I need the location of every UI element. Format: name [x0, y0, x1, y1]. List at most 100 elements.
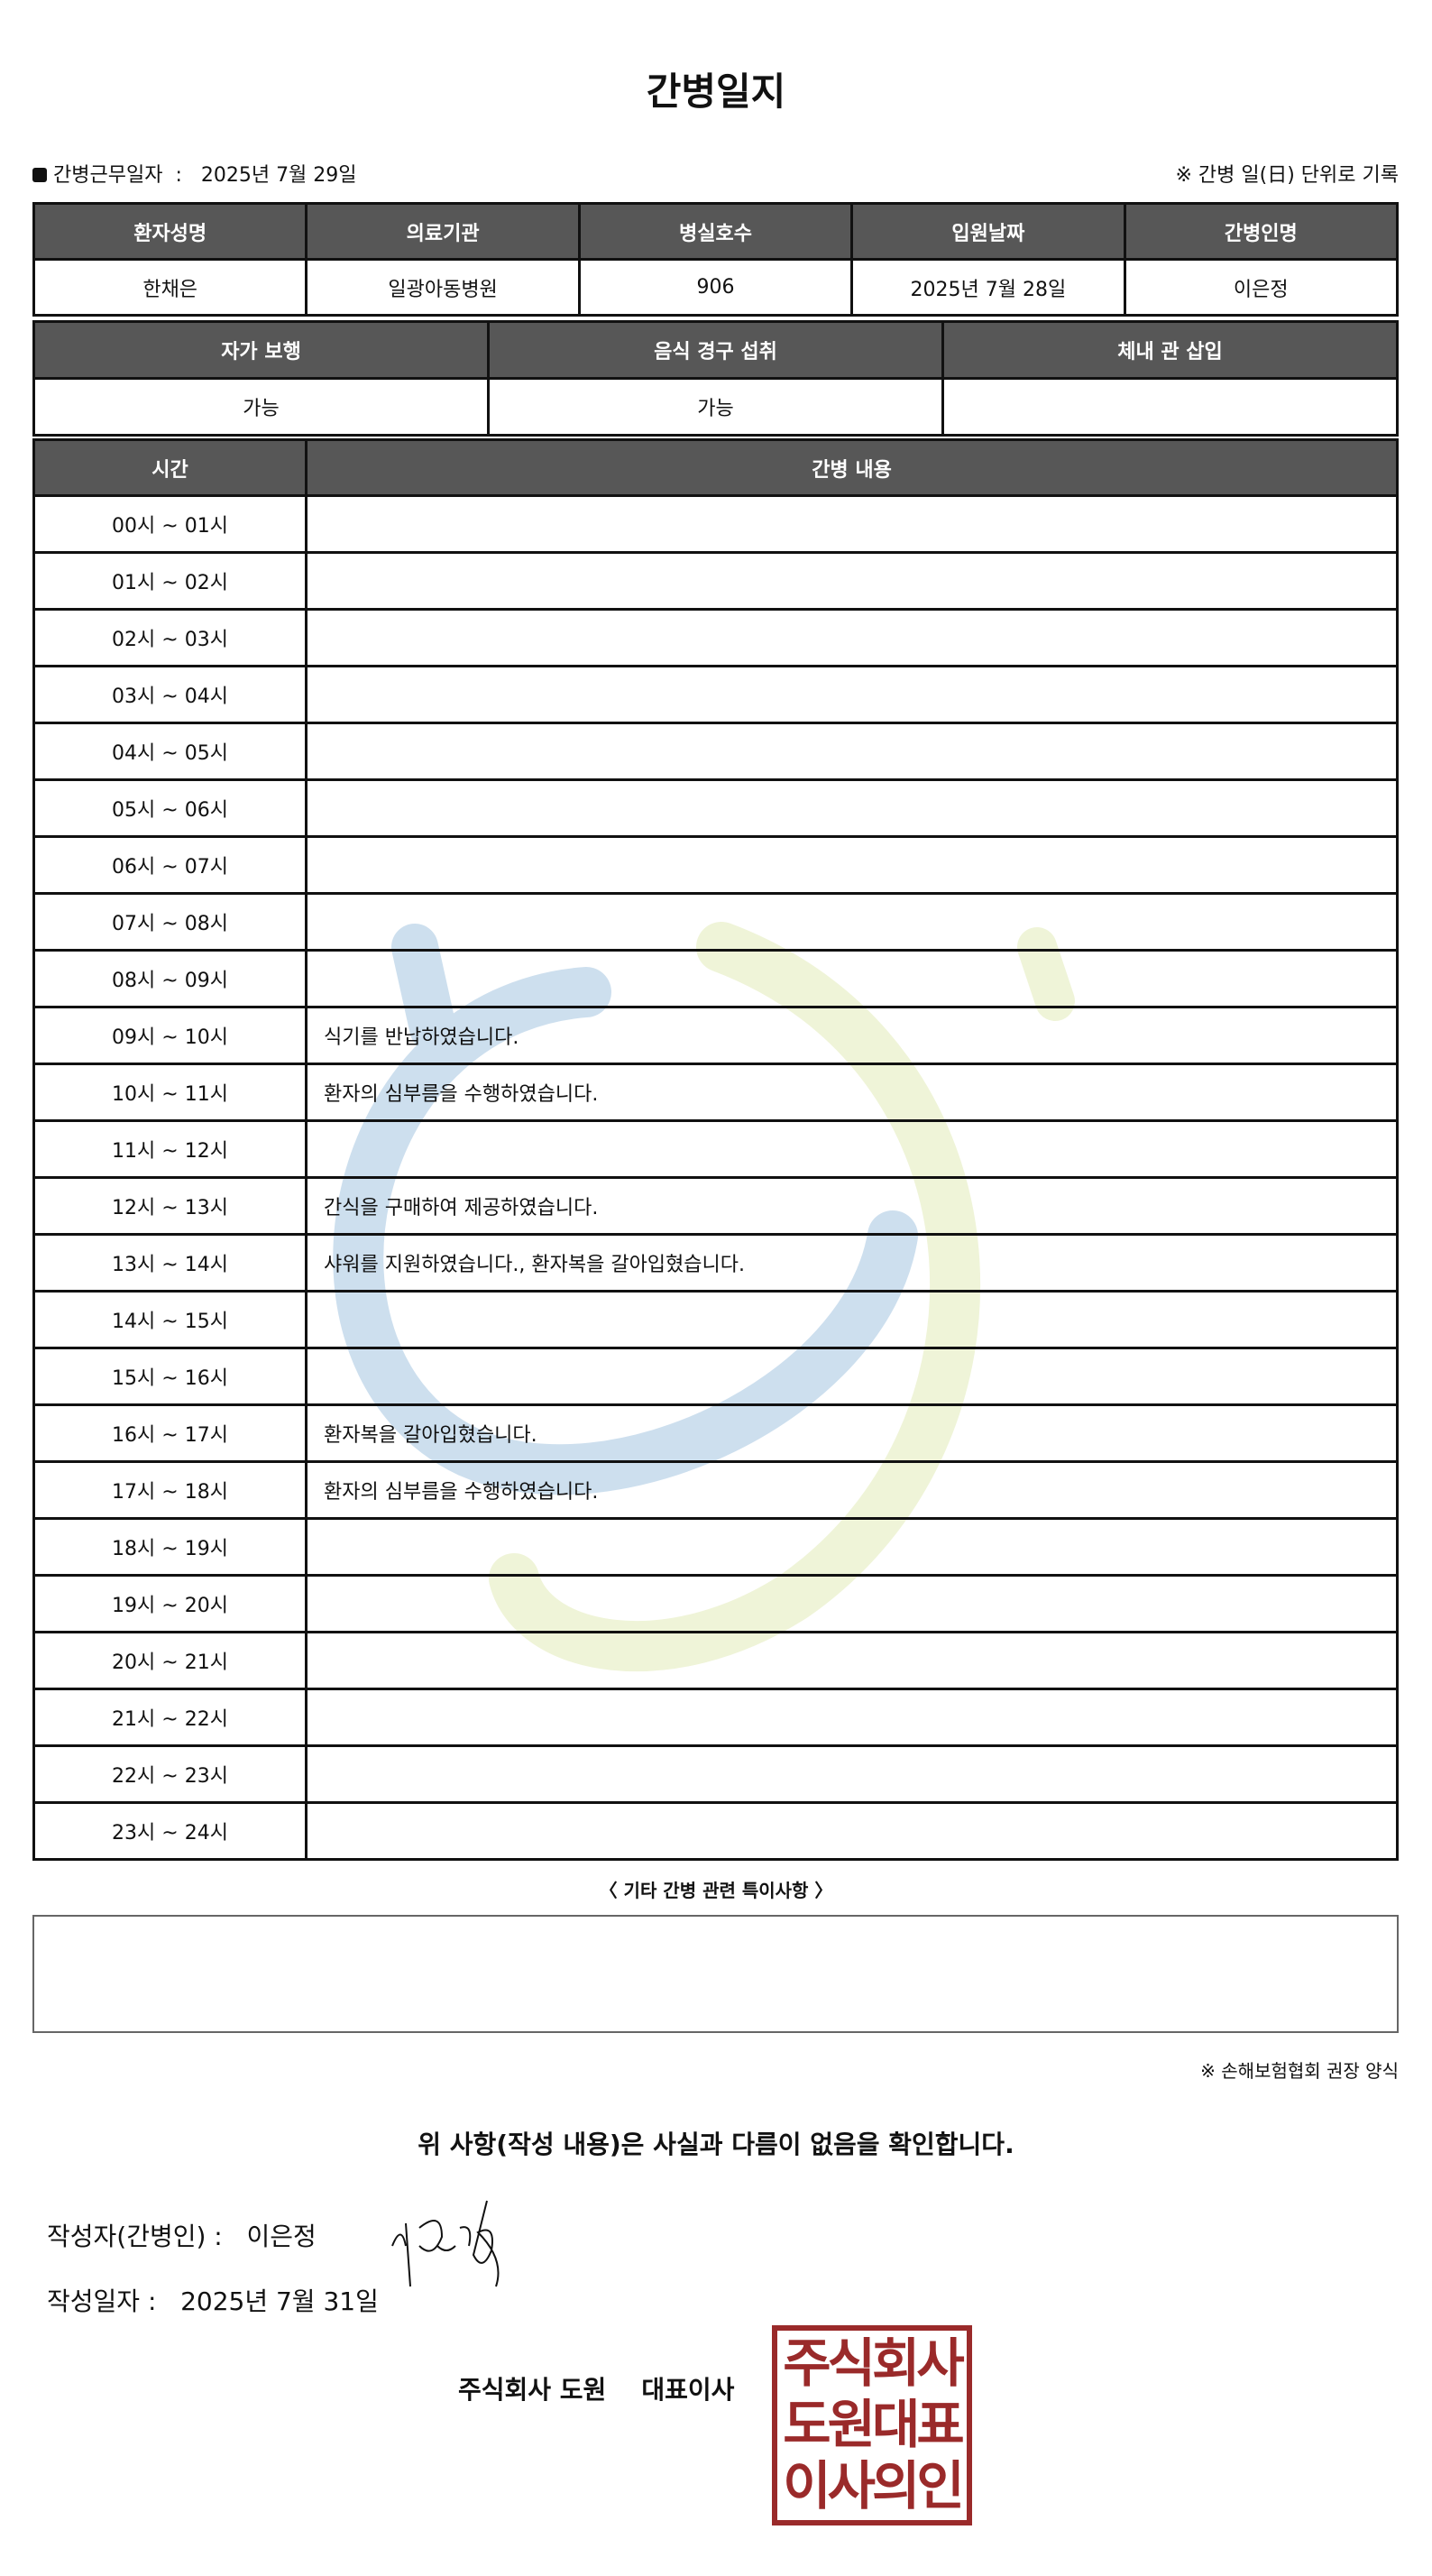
page-title: 간병일지	[646, 69, 786, 114]
admission-date: 2025년 7월 28일	[850, 258, 1126, 317]
log-content: 식기를 반납하였습니다.	[305, 1006, 1399, 1065]
log-row: 23시 ~ 24시	[32, 1801, 1399, 1861]
log-time: 10시 ~ 11시	[32, 1063, 308, 1122]
log-content	[305, 1574, 1399, 1633]
log-row: 06시 ~ 07시	[32, 835, 1399, 895]
log-content: 샤워를 지원하였습니다., 환자복을 갈아입혔습니다.	[305, 1233, 1399, 1293]
log-row: 03시 ~ 04시	[32, 665, 1399, 724]
log-time: 00시 ~ 01시	[32, 494, 308, 554]
log-content	[305, 892, 1399, 952]
company-name: 주식회사 도원	[458, 2375, 607, 2405]
log-row: 18시 ~ 19시	[32, 1517, 1399, 1577]
walking-value: 가능	[32, 377, 490, 437]
header-walking: 자가 보행	[32, 320, 490, 380]
log-row: 14시 ~ 15시	[32, 1290, 1399, 1349]
log-content: 간식을 구매하여 제공하였습니다.	[305, 1176, 1399, 1236]
log-time: 16시 ~ 17시	[32, 1403, 308, 1463]
writer-label: 작성자(간병인) :	[47, 2222, 223, 2251]
company-seal-stamp: 주식회사 도원대표 이사의인	[772, 2325, 972, 2525]
log-content	[305, 1517, 1399, 1577]
log-row: 20시 ~ 21시	[32, 1631, 1399, 1690]
log-time: 05시 ~ 06시	[32, 778, 308, 838]
log-time: 01시 ~ 02시	[32, 551, 308, 611]
bullet-icon	[32, 168, 47, 182]
writer-name: 이은정	[246, 2222, 317, 2251]
log-content: 환자복을 갈아입혔습니다.	[305, 1403, 1399, 1463]
log-time: 18시 ~ 19시	[32, 1517, 308, 1577]
oral-intake-value: 가능	[487, 377, 944, 437]
log-time: 06시 ~ 07시	[32, 835, 308, 895]
writer-line: 작성자(간병인) : 이은정	[47, 2217, 317, 2253]
header-content: 간병 내용	[305, 438, 1399, 497]
log-row: 11시 ~ 12시	[32, 1119, 1399, 1179]
record-note: ※ 간병 일(日) 단위로 기록	[1175, 164, 1400, 187]
log-time: 22시 ~ 23시	[32, 1744, 308, 1804]
log-time: 23시 ~ 24시	[32, 1801, 308, 1861]
log-row: 15시 ~ 16시	[32, 1347, 1399, 1406]
log-row: 22시 ~ 23시	[32, 1744, 1399, 1804]
log-row: 12시 ~ 13시 간식을 구매하여 제공하였습니다.	[32, 1176, 1399, 1236]
log-time: 21시 ~ 22시	[32, 1688, 308, 1747]
written-date: 2025년 7월 31일	[180, 2286, 379, 2316]
patient-info-table: 환자성명 의료기관 병실호수 입원날짜 간병인명 한채은 일광아동병원 906 2025년 7…	[32, 202, 1400, 317]
ceo-title: 대표이사	[641, 2375, 735, 2405]
log-row: 19시 ~ 20시	[32, 1574, 1399, 1633]
work-date: 간병근무일자 : 2025년 7월 29일	[32, 159, 357, 188]
log-content	[305, 1744, 1399, 1804]
patient-status-table: 자가 보행 음식 경구 섭취 체내 관 삽입 가능 가능	[32, 320, 1399, 437]
log-content	[305, 608, 1399, 667]
header-hospital: 의료기관	[305, 202, 581, 261]
log-time: 17시 ~ 18시	[32, 1460, 308, 1520]
log-time: 20시 ~ 21시	[32, 1631, 308, 1690]
confirmation-statement: 위 사항(작성 내용)은 사실과 다름이 없음을 확인합니다.	[418, 2130, 1014, 2159]
log-time: 15시 ~ 16시	[32, 1347, 308, 1406]
work-date-value: 2025년 7월 29일	[200, 164, 357, 187]
log-time: 09시 ~ 10시	[32, 1006, 308, 1065]
log-row: 02시 ~ 03시	[32, 608, 1399, 667]
header-time: 시간	[32, 438, 308, 497]
company-line: 주식회사 도원 대표이사	[458, 2370, 734, 2406]
patient-name: 한채은	[32, 258, 308, 317]
log-time: 02시 ~ 03시	[32, 608, 308, 667]
log-row: 04시 ~ 05시	[32, 722, 1399, 781]
log-time: 07시 ~ 08시	[32, 892, 308, 952]
log-content	[305, 1347, 1399, 1406]
written-date-label: 작성일자 :	[47, 2286, 157, 2316]
log-content: 환자의 심부름을 수행하였습니다.	[305, 1460, 1399, 1520]
log-row: 05시 ~ 06시	[32, 778, 1399, 838]
caregiver-name: 이은정	[1123, 258, 1400, 317]
written-date-line: 작성일자 : 2025년 7월 31일	[47, 2282, 379, 2318]
log-content	[305, 1688, 1399, 1747]
log-time: 11시 ~ 12시	[32, 1119, 308, 1179]
log-content	[305, 551, 1399, 611]
care-log-table: 시간 간병 내용 00시 ~ 01시 01시 ~ 02시 02시 ~ 03시 03시 ~…	[32, 438, 1399, 1861]
header-room: 병실호수	[577, 202, 854, 261]
tube-value	[941, 377, 1399, 437]
special-notes-title: 〈 기타 간병 관련 특이사항 〉	[599, 1880, 833, 1901]
log-time: 04시 ~ 05시	[32, 722, 308, 781]
hospital: 일광아동병원	[305, 258, 581, 317]
log-content	[305, 1119, 1399, 1179]
log-time: 13시 ~ 14시	[32, 1233, 308, 1293]
log-row: 21시 ~ 22시	[32, 1688, 1399, 1747]
log-time: 14시 ~ 15시	[32, 1290, 308, 1349]
header-caregiver: 간병인명	[1123, 202, 1400, 261]
log-row: 08시 ~ 09시	[32, 949, 1399, 1008]
signature	[391, 2200, 500, 2287]
log-content	[305, 949, 1399, 1008]
log-content	[305, 1801, 1399, 1861]
log-content	[305, 494, 1399, 554]
log-content	[305, 835, 1399, 895]
log-row: 07시 ~ 08시	[32, 892, 1399, 952]
header-oral-intake: 음식 경구 섭취	[487, 320, 944, 380]
log-time: 12시 ~ 13시	[32, 1176, 308, 1236]
log-content	[305, 722, 1399, 781]
header-patient-name: 환자성명	[32, 202, 308, 261]
special-notes-box	[32, 1915, 1399, 2033]
room-number: 906	[577, 258, 854, 317]
header-tube: 체내 관 삽입	[941, 320, 1399, 380]
log-row: 13시 ~ 14시 샤워를 지원하였습니다., 환자복을 갈아입혔습니다.	[32, 1233, 1399, 1293]
log-content	[305, 778, 1399, 838]
work-date-label: 간병근무일자	[53, 164, 163, 187]
form-note: ※ 손해보험협회 권장 양식	[1200, 2060, 1399, 2082]
